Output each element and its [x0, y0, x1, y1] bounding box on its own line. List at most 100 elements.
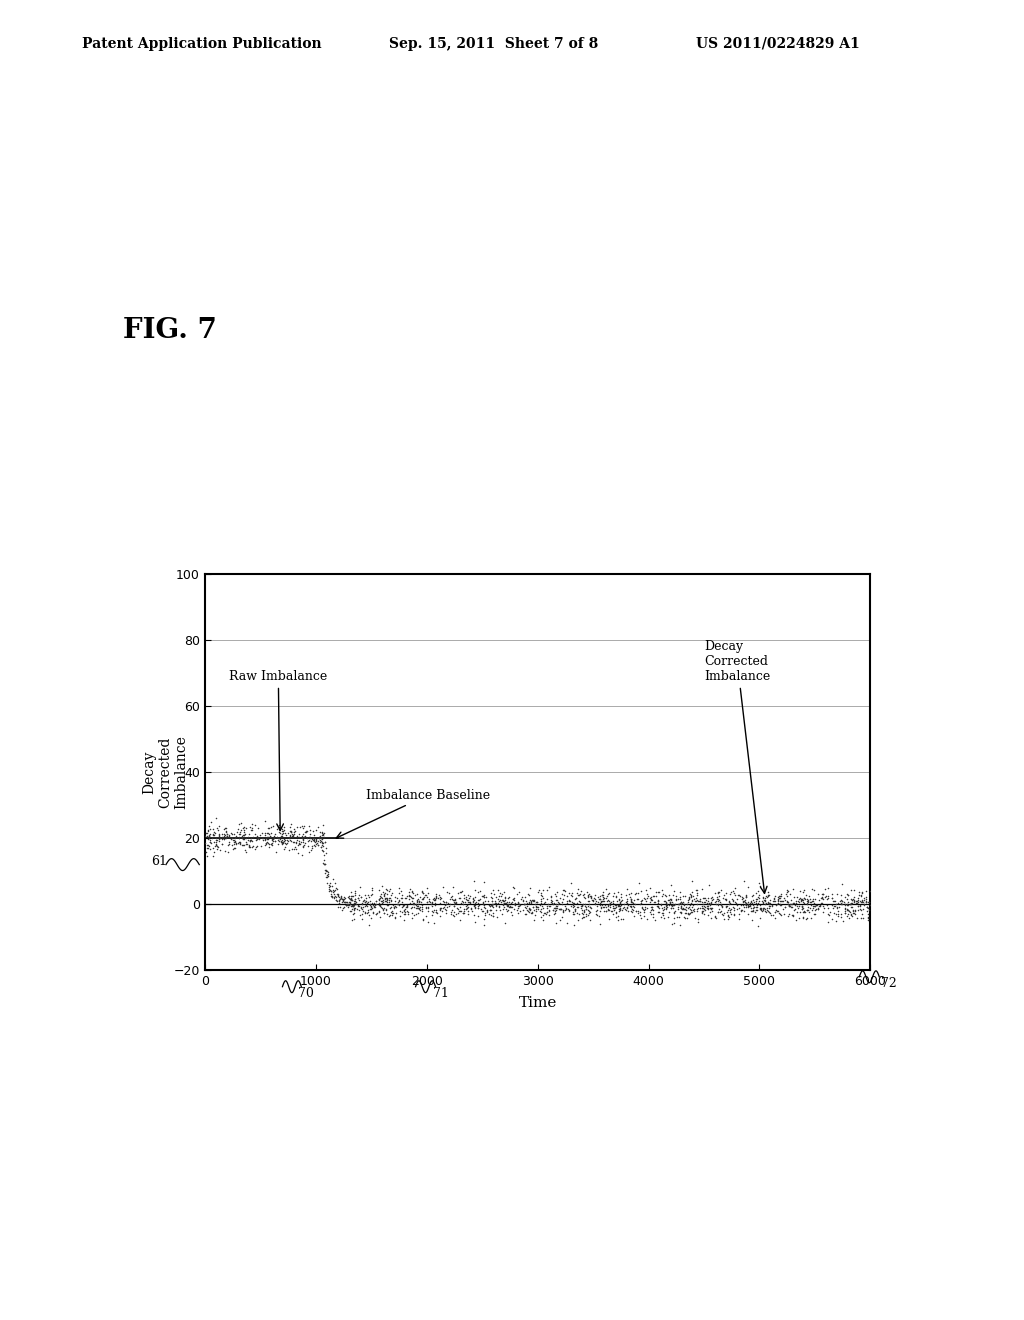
Point [295, 826, 311, 847]
Point [636, 906, 652, 927]
Point [350, 894, 367, 915]
Point [772, 886, 788, 907]
Point [368, 903, 384, 924]
Point [408, 894, 424, 915]
Point [452, 888, 468, 909]
Point [536, 903, 552, 924]
Point [247, 824, 263, 845]
Point [483, 895, 500, 916]
Point [845, 900, 861, 921]
Point [521, 898, 538, 919]
Point [492, 896, 508, 917]
Point [721, 891, 737, 912]
Point [623, 896, 639, 917]
Point [709, 894, 725, 915]
Point [725, 888, 741, 909]
Point [347, 892, 364, 913]
Point [227, 828, 244, 849]
Point [787, 898, 804, 919]
Point [528, 892, 545, 913]
Point [311, 826, 328, 847]
Point [311, 830, 328, 851]
Point [535, 898, 551, 919]
Point [410, 888, 426, 909]
Point [753, 900, 769, 921]
Point [464, 900, 480, 921]
Point [260, 822, 276, 843]
Point [552, 887, 568, 908]
Point [481, 896, 498, 917]
Point [592, 913, 608, 935]
Point [313, 833, 330, 854]
Point [848, 892, 864, 913]
Point [486, 891, 503, 912]
Point [425, 888, 441, 909]
Point [833, 894, 849, 915]
Point [318, 861, 335, 882]
Point [318, 873, 335, 894]
Point [662, 892, 678, 913]
Point [712, 902, 728, 923]
Point [266, 828, 283, 849]
Point [411, 891, 427, 912]
Point [743, 898, 760, 919]
Point [583, 898, 599, 919]
Point [799, 888, 815, 909]
Point [617, 900, 634, 921]
Point [846, 890, 862, 911]
Point [364, 879, 380, 900]
Point [500, 894, 516, 915]
Point [767, 902, 783, 923]
Point [316, 854, 333, 875]
Point [622, 895, 638, 916]
Point [500, 887, 516, 908]
Point [486, 892, 503, 913]
Point [344, 909, 360, 931]
Point [796, 887, 812, 908]
Point [456, 887, 472, 908]
Point [715, 904, 731, 925]
Point [852, 907, 868, 928]
Point [418, 884, 434, 906]
Point [608, 895, 625, 916]
Point [322, 874, 338, 895]
Point [275, 832, 292, 853]
Point [757, 899, 773, 920]
Point [403, 891, 420, 912]
Point [762, 892, 778, 913]
Point [456, 884, 472, 906]
Point [455, 891, 471, 912]
Point [742, 891, 759, 912]
Point [292, 834, 308, 855]
Point [486, 883, 503, 904]
Point [412, 899, 428, 920]
Point [563, 884, 580, 906]
Point [211, 824, 227, 845]
Point [327, 880, 343, 902]
Point [623, 883, 639, 904]
Point [547, 898, 563, 919]
Point [858, 896, 874, 917]
Point [379, 883, 395, 904]
Point [389, 887, 406, 908]
Point [517, 903, 534, 924]
Point [362, 884, 379, 906]
Point [748, 896, 764, 917]
Point [820, 878, 837, 899]
Point [821, 904, 838, 925]
Point [807, 896, 823, 917]
Point [344, 886, 360, 907]
Point [338, 895, 354, 916]
Point [519, 900, 536, 921]
Point [284, 838, 300, 859]
Point [761, 892, 777, 913]
Point [846, 890, 862, 911]
Point [241, 836, 257, 857]
Point [582, 909, 598, 931]
Point [396, 900, 413, 921]
Point [301, 816, 317, 837]
Point [258, 833, 274, 854]
Point [725, 891, 741, 912]
Point [858, 891, 874, 912]
Point [663, 898, 679, 919]
